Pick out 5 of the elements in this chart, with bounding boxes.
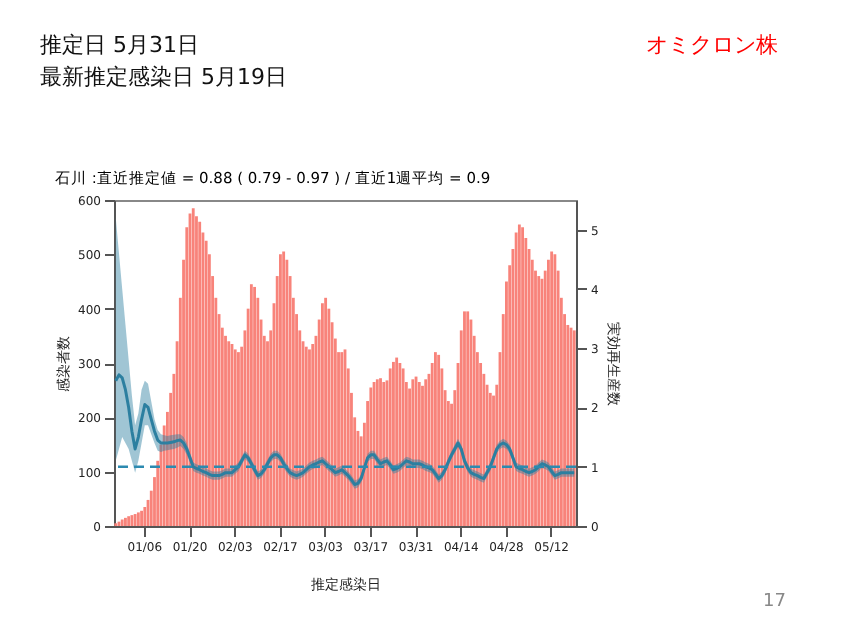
line-series <box>114 373 576 487</box>
text: 17 <box>763 592 786 612</box>
text: 最新推定感染日 5月19日 <box>40 62 287 92</box>
text: オミクロン株 <box>646 30 778 60</box>
text: 推定日 5月31日 <box>40 30 199 60</box>
